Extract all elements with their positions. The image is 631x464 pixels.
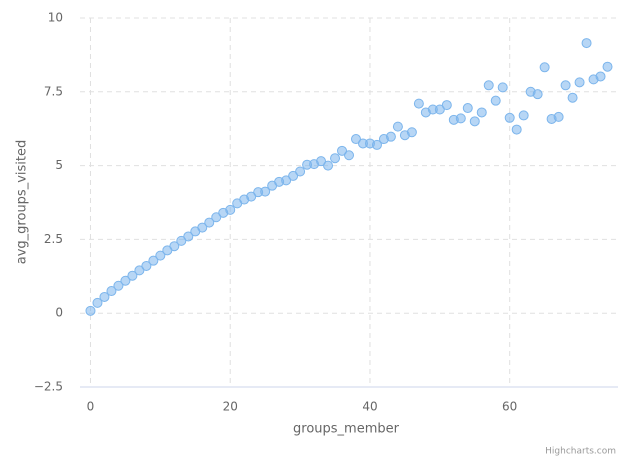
point bbox=[127, 270, 138, 281]
point bbox=[134, 265, 145, 276]
point bbox=[113, 280, 124, 291]
point bbox=[281, 175, 292, 186]
point bbox=[344, 150, 354, 161]
point bbox=[323, 160, 334, 171]
y-tick-label: 0 bbox=[55, 306, 63, 320]
point bbox=[455, 113, 466, 124]
point bbox=[595, 71, 606, 82]
point bbox=[106, 286, 117, 297]
point bbox=[469, 116, 480, 127]
point bbox=[581, 38, 592, 49]
point bbox=[148, 255, 159, 266]
y-tick-label: 2.5 bbox=[44, 232, 63, 246]
point bbox=[476, 107, 487, 118]
point bbox=[246, 191, 257, 202]
point bbox=[316, 156, 327, 167]
point bbox=[288, 170, 299, 181]
point bbox=[392, 121, 403, 132]
point bbox=[350, 134, 361, 145]
credits[interactable]: Highcharts.com bbox=[545, 447, 616, 457]
point bbox=[518, 110, 529, 121]
x-tick-label: 20 bbox=[223, 400, 238, 414]
y-tick-label: 5 bbox=[55, 158, 63, 172]
point bbox=[539, 62, 550, 73]
point bbox=[462, 103, 473, 114]
point bbox=[337, 145, 348, 156]
point bbox=[176, 235, 187, 246]
y-tick-label: 10 bbox=[48, 11, 63, 25]
point bbox=[211, 212, 222, 223]
point bbox=[141, 260, 152, 271]
x-tick-label: 40 bbox=[362, 400, 377, 414]
point bbox=[567, 92, 578, 103]
point bbox=[441, 100, 452, 111]
y-tick-label: 7.5 bbox=[44, 84, 63, 98]
x-tick-label: 0 bbox=[87, 400, 95, 414]
point bbox=[532, 89, 543, 100]
point bbox=[225, 204, 236, 215]
point bbox=[511, 124, 522, 135]
point bbox=[434, 104, 445, 115]
point bbox=[560, 80, 571, 91]
point bbox=[169, 241, 180, 252]
x-axis-title: groups_member bbox=[293, 422, 400, 437]
y-axis-title: avg_groups_visited bbox=[15, 140, 30, 264]
point bbox=[197, 222, 208, 233]
point bbox=[183, 231, 194, 242]
point bbox=[155, 250, 166, 261]
point bbox=[85, 305, 96, 316]
point bbox=[295, 166, 306, 177]
point bbox=[553, 111, 564, 122]
point bbox=[406, 127, 417, 138]
point bbox=[330, 153, 341, 164]
point bbox=[204, 217, 215, 228]
point bbox=[602, 61, 613, 72]
point bbox=[504, 112, 515, 123]
x-tick-label: 60 bbox=[502, 400, 517, 414]
point bbox=[260, 186, 271, 197]
point bbox=[574, 77, 585, 88]
point bbox=[120, 275, 131, 286]
point bbox=[497, 82, 508, 93]
point bbox=[413, 98, 424, 109]
point bbox=[490, 95, 501, 106]
point bbox=[483, 80, 494, 91]
point bbox=[92, 297, 103, 308]
point bbox=[99, 291, 110, 302]
point bbox=[385, 131, 396, 142]
point bbox=[371, 139, 382, 150]
y-tick-label: −2.5 bbox=[34, 380, 63, 394]
